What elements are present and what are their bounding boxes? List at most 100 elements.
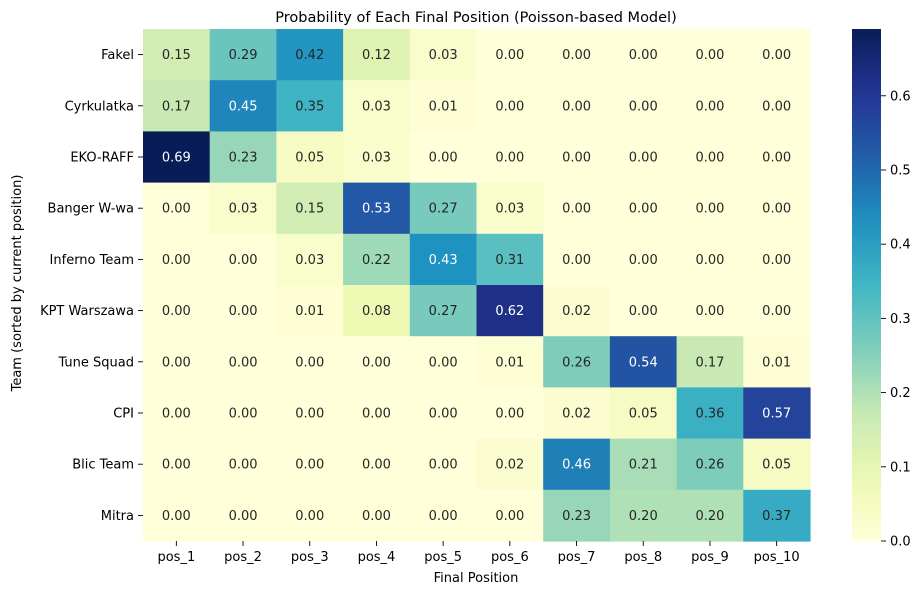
cell-value-label: 0.00 xyxy=(762,202,791,217)
y-tick-label: Inferno Team xyxy=(50,253,134,268)
heatmap-cell xyxy=(409,29,478,81)
heatmap-cell xyxy=(343,489,411,542)
heatmap-cell xyxy=(676,489,744,542)
heatmap-cell xyxy=(343,336,411,388)
cell-value-label: 0.00 xyxy=(362,458,391,473)
heatmap-cell xyxy=(209,182,277,235)
cell-value-label: 0.22 xyxy=(362,253,391,268)
cell-value-label: 0.00 xyxy=(162,202,191,217)
cell-value-label: 0.45 xyxy=(229,99,258,114)
cell-value-label: 0.20 xyxy=(695,509,724,524)
colorbar-tick-label: 0.3 xyxy=(890,312,911,327)
heatmap-cell xyxy=(543,80,611,132)
heatmap-cell xyxy=(409,285,478,337)
heatmap-cell xyxy=(743,131,811,184)
cell-value-label: 0.00 xyxy=(495,407,524,422)
x-tick-label: pos_9 xyxy=(691,550,729,565)
cell-value-label: 0.00 xyxy=(629,151,658,166)
cell-value-label: 0.23 xyxy=(562,509,591,524)
y-tick-label: EKO-RAFF xyxy=(70,151,134,166)
colorbar-tick-label: 0.2 xyxy=(890,386,911,401)
cell-value-label: 0.15 xyxy=(162,48,191,63)
heatmap-cell xyxy=(609,336,678,388)
cell-value-label: 0.00 xyxy=(629,48,658,63)
cell-value-label: 0.00 xyxy=(562,151,591,166)
cell-value-label: 0.62 xyxy=(495,304,524,319)
cell-value-label: 0.00 xyxy=(362,355,391,370)
heatmap-cell xyxy=(209,438,277,491)
cell-value-label: 0.00 xyxy=(162,355,191,370)
heatmap-cell xyxy=(609,233,678,286)
x-tick-label: pos_2 xyxy=(224,550,262,565)
cell-value-label: 0.00 xyxy=(162,458,191,473)
cell-value-label: 0.00 xyxy=(362,407,391,422)
cell-value-label: 0.00 xyxy=(762,304,791,319)
cell-value-label: 0.00 xyxy=(229,407,258,422)
cell-value-label: 0.00 xyxy=(629,253,658,268)
cell-value-label: 0.00 xyxy=(229,304,258,319)
heatmap-cell xyxy=(543,233,611,286)
colorbar-tick-label: 0.4 xyxy=(890,238,911,253)
cell-value-label: 0.01 xyxy=(295,304,324,319)
cell-value-label: 0.17 xyxy=(162,99,191,114)
cell-value-label: 0.00 xyxy=(229,253,258,268)
heatmap-cell xyxy=(743,489,811,542)
heatmap-cell xyxy=(409,489,478,542)
cell-value-label: 0.00 xyxy=(295,407,324,422)
cell-value-label: 0.00 xyxy=(429,509,458,524)
heatmap-cell xyxy=(543,387,611,440)
cell-value-label: 0.00 xyxy=(695,99,724,114)
cell-value-label: 0.02 xyxy=(562,304,591,319)
cell-value-label: 0.00 xyxy=(762,151,791,166)
heatmap-cell xyxy=(276,182,344,235)
heatmap-cell xyxy=(143,29,211,81)
cell-value-label: 0.03 xyxy=(362,151,391,166)
y-tick-labels: Fakel Cyrkulatka EKO-RAFF Banger W-wa Infern… xyxy=(40,48,143,524)
cell-value-label: 0.00 xyxy=(295,509,324,524)
heatmap-cell xyxy=(476,336,544,388)
cell-value-label: 0.53 xyxy=(362,202,391,217)
heatmap-cell xyxy=(476,182,544,235)
heatmap-cell xyxy=(343,29,411,81)
colorbar-tick-label: 0.6 xyxy=(890,89,911,104)
heatmap-cell xyxy=(143,233,211,286)
heatmap-cell xyxy=(143,336,211,388)
heatmap-cell xyxy=(676,131,744,184)
heatmap-cell xyxy=(276,131,344,184)
heatmap-cell xyxy=(343,285,411,337)
heatmap-cell xyxy=(276,233,344,286)
cell-value-label: 0.00 xyxy=(295,458,324,473)
heatmap-cell xyxy=(276,80,344,132)
heatmap-cell xyxy=(743,387,811,440)
cell-value-label: 0.21 xyxy=(629,458,658,473)
x-tick-label: pos_8 xyxy=(624,550,662,565)
cell-value-label: 0.05 xyxy=(629,407,658,422)
cell-value-label: 0.17 xyxy=(695,355,724,370)
cell-value-label: 0.20 xyxy=(629,509,658,524)
cell-value-label: 0.29 xyxy=(229,48,258,63)
cell-value-label: 0.00 xyxy=(562,48,591,63)
x-tick-label: pos_6 xyxy=(491,550,529,565)
heatmap-cell xyxy=(143,438,211,491)
cell-value-label: 0.00 xyxy=(629,99,658,114)
heatmap-cell xyxy=(209,285,277,337)
cell-value-label: 0.00 xyxy=(495,99,524,114)
heatmap-cell xyxy=(343,182,411,235)
heatmap-cell xyxy=(476,387,544,440)
heatmap-cell xyxy=(543,285,611,337)
heatmap-cell xyxy=(143,285,211,337)
y-tick-label: Blic Team xyxy=(72,458,134,473)
cell-value-label: 0.03 xyxy=(295,253,324,268)
cell-value-label: 0.43 xyxy=(429,253,458,268)
heatmap-cell xyxy=(609,489,678,542)
heatmap-cell xyxy=(143,131,211,184)
heatmap-cell xyxy=(609,438,678,491)
cell-value-label: 0.01 xyxy=(429,99,458,114)
heatmap-cell xyxy=(743,182,811,235)
y-tick-label: Cyrkulatka xyxy=(65,99,134,114)
heatmap-cell xyxy=(343,80,411,132)
cell-value-label: 0.46 xyxy=(562,458,591,473)
y-tick-label: CPI xyxy=(113,407,134,422)
